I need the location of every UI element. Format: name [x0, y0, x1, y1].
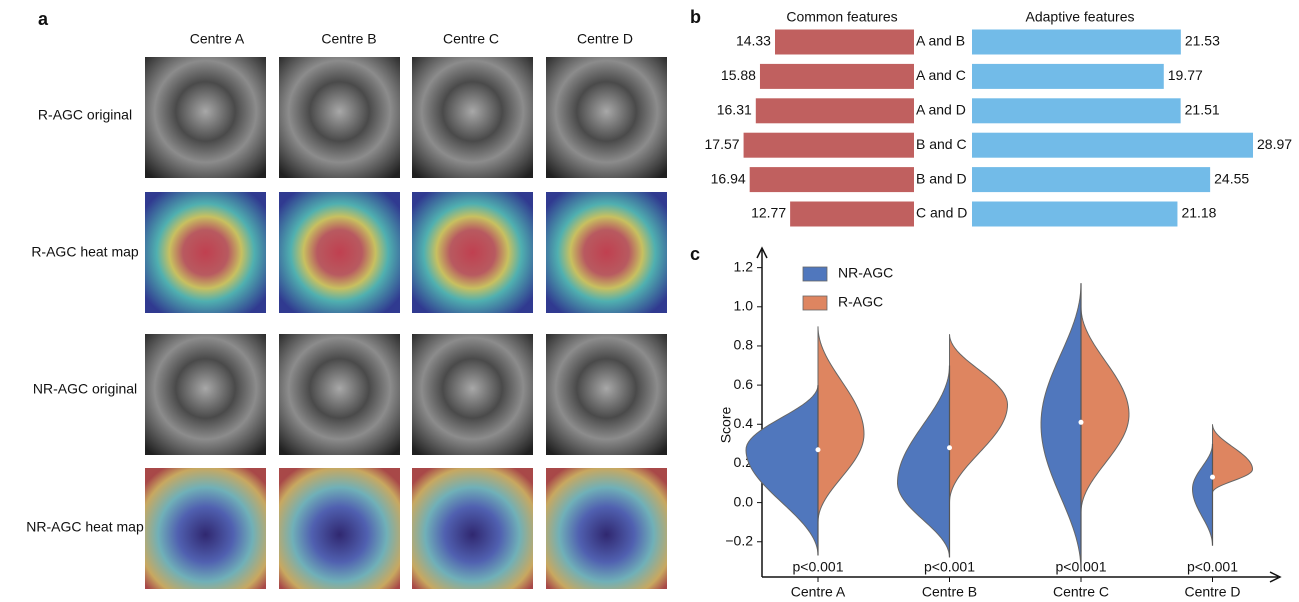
value-label: 21.51: [1185, 102, 1220, 118]
median: [816, 447, 821, 452]
violin-half: [1193, 444, 1213, 546]
y-tick-label: 0.6: [734, 376, 754, 392]
value-label: 24.55: [1214, 170, 1249, 186]
ct-image: [279, 57, 400, 178]
bar: [972, 167, 1210, 192]
heat-map: [412, 468, 533, 589]
bar: [972, 30, 1181, 55]
violin-half: [746, 385, 818, 555]
category-label: B and D: [916, 170, 967, 186]
column-label: Centre A: [190, 31, 245, 47]
value-label: 21.53: [1185, 33, 1220, 49]
heat-map: [145, 192, 266, 313]
x-tick-label: Centre D: [1184, 584, 1240, 597]
panel-label: c: [690, 244, 700, 264]
figure: a Centre A Centre B Centre C Centre D R-…: [0, 0, 1299, 597]
heat-map: [546, 468, 667, 589]
row-label: R-AGC heat map: [31, 244, 139, 260]
ct-image: [546, 57, 667, 178]
panel-label: a: [38, 9, 49, 29]
bar: [750, 167, 914, 192]
ct-image: [145, 57, 266, 178]
violin-half: [1213, 424, 1253, 493]
annotation: p<0.001: [1187, 559, 1238, 575]
x-tick-label: Centre A: [791, 584, 846, 597]
row-label: NR-AGC original: [33, 381, 137, 397]
ct-image: [145, 334, 266, 455]
bar: [760, 64, 914, 89]
annotation: p<0.001: [1056, 559, 1107, 575]
category-label: A and B: [916, 33, 965, 49]
median: [947, 445, 952, 450]
y-tick-label: 0.4: [734, 415, 754, 431]
value-label: 28.97: [1257, 136, 1292, 152]
ct-image: [546, 334, 667, 455]
bar: [972, 202, 1177, 227]
value-label: 15.88: [721, 67, 756, 83]
ct-image: [279, 334, 400, 455]
y-tick-label: 1.2: [734, 258, 754, 274]
legend-swatch: [803, 267, 827, 281]
value-label: 17.57: [705, 136, 740, 152]
value-label: 21.18: [1181, 205, 1216, 221]
y-tick-label: 0.8: [734, 337, 754, 353]
value-label: 12.77: [751, 205, 786, 221]
median: [1210, 475, 1215, 480]
bar: [972, 64, 1164, 89]
ct-image: [412, 334, 533, 455]
y-tick-label: −0.2: [725, 532, 753, 548]
legend-swatch: [803, 296, 827, 310]
value-label: 19.77: [1168, 67, 1203, 83]
y-axis-label: Score: [718, 407, 734, 444]
category-label: A and C: [916, 67, 966, 83]
annotation: p<0.001: [793, 559, 844, 575]
panel-label: b: [690, 7, 701, 27]
ct-image: [412, 57, 533, 178]
bar: [756, 98, 914, 123]
legend-label: R-AGC: [838, 294, 883, 310]
violin-half: [818, 326, 864, 522]
bar: [972, 98, 1181, 123]
value-label: 14.33: [736, 33, 771, 49]
row-label: NR-AGC heat map: [26, 519, 144, 535]
heat-map: [546, 192, 667, 313]
legend-label: NR-AGC: [838, 265, 893, 281]
violin-half: [898, 366, 950, 558]
column-label: Centre B: [321, 31, 376, 47]
heat-map: [412, 192, 533, 313]
bar: [972, 133, 1253, 158]
page: a Centre A Centre B Centre C Centre D R-…: [0, 0, 1299, 597]
value-label: 16.94: [711, 170, 746, 186]
column-label: Centre C: [443, 31, 499, 47]
violin-half: [1081, 307, 1129, 513]
category-label: A and D: [916, 102, 966, 118]
heat-map: [145, 468, 266, 589]
heat-map: [279, 192, 400, 313]
violin-half: [950, 334, 1008, 502]
image-grid: [145, 57, 667, 589]
x-tick-label: Centre B: [922, 584, 977, 597]
median: [1079, 420, 1084, 425]
series-header: Common features: [786, 9, 897, 25]
heat-map: [279, 468, 400, 589]
y-tick-label: 0.0: [734, 493, 754, 509]
bar: [790, 202, 914, 227]
column-label: Centre D: [577, 31, 633, 47]
value-label: 16.31: [717, 102, 752, 118]
violin-half: [1041, 283, 1081, 571]
category-label: C and D: [916, 205, 967, 221]
y-tick-label: 1.0: [734, 297, 754, 313]
row-label: R-AGC original: [38, 107, 132, 123]
x-tick-label: Centre C: [1053, 584, 1109, 597]
category-label: B and C: [916, 136, 967, 152]
bar: [775, 30, 914, 55]
annotation: p<0.001: [924, 559, 975, 575]
series-header: Adaptive features: [1026, 9, 1135, 25]
bar: [744, 133, 914, 158]
